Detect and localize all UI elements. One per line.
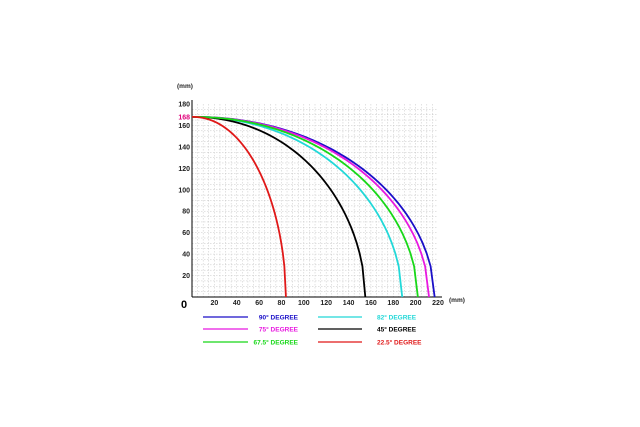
legend-label: 67.5° DEGREE [253, 339, 298, 347]
series-line [191, 115, 367, 298]
x-unit-label: (mm) [449, 297, 465, 304]
y-tick-label: 100 [178, 187, 190, 194]
y-tick-label: 60 [182, 230, 190, 237]
axes [191, 100, 442, 298]
x-tick-label: 20 [210, 300, 218, 307]
y-tick-label: 20 [182, 273, 190, 280]
y-unit-label: (mm) [177, 83, 193, 90]
legend-label: 45° DEGREE [377, 326, 417, 334]
y-tick-label: 180 [178, 102, 190, 109]
x-tick-label: 100 [298, 300, 310, 307]
legend-label: 90° DEGREE [259, 314, 299, 322]
y-tick-label: 80 [182, 209, 190, 216]
x-tick-label: 140 [343, 300, 355, 307]
x-tick-label: 80 [278, 300, 286, 307]
x-tick-label: 200 [410, 300, 422, 307]
legend-label: 75° DEGREE [259, 326, 299, 334]
curves [191, 115, 436, 298]
grid [192, 104, 438, 297]
y-tick-label: 140 [178, 144, 190, 151]
x-tick-label: 220 [432, 300, 444, 307]
series-line [191, 115, 287, 298]
x-tick-label: 180 [387, 300, 399, 307]
origin-label: 0 [181, 299, 187, 311]
axis-labels: 20 40 60 80 100 120 140 160 180 200 220 20 40 60 80 100… [177, 83, 465, 311]
legend: 90° DEGREE 82° DEGREE 75° DEGREE 45° DEGREE… [203, 314, 422, 347]
x-tick-label: 160 [365, 300, 377, 307]
y-tick-label: 40 [182, 252, 190, 259]
y-highlight-tick-label: 168 [178, 114, 190, 121]
x-tick-label: 40 [233, 300, 241, 307]
y-tick-label: 160 [178, 123, 190, 130]
y-tick-label: 120 [178, 166, 190, 173]
x-tick-label: 60 [255, 300, 263, 307]
legend-label: 82° DEGREE [377, 314, 417, 322]
legend-label: 22.5° DEGREE [377, 339, 422, 347]
x-tick-label: 120 [320, 300, 332, 307]
series-line [191, 115, 419, 298]
